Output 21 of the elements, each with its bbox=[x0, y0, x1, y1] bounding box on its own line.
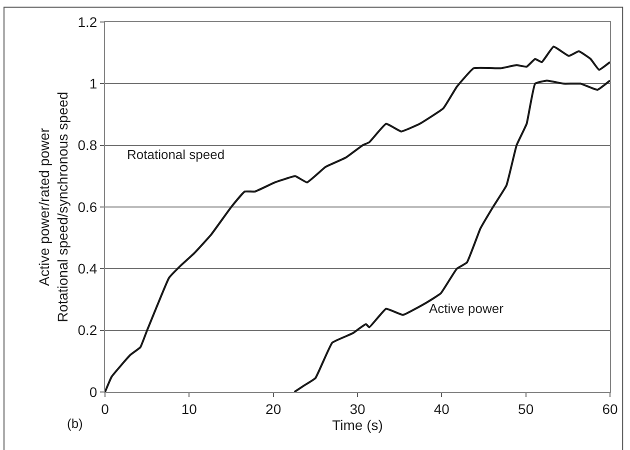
y-tick-label: 1.2 bbox=[78, 14, 98, 30]
y-tick-label: 1 bbox=[89, 76, 98, 92]
line-series bbox=[293, 80, 610, 392]
x-tick-label: 0 bbox=[101, 400, 110, 417]
y-tick-label: 0.8 bbox=[78, 137, 98, 154]
y-tick-label: 0.2 bbox=[78, 322, 98, 338]
x-tick-label: 40 bbox=[434, 400, 450, 417]
text: Rotational speed bbox=[127, 147, 225, 162]
y-tick-label: 0.4 bbox=[78, 260, 98, 277]
y-tick-label: 0.6 bbox=[78, 198, 98, 215]
y-axis-title: Active power/rated power Rotational speed/synchronous speed bbox=[36, 92, 70, 322]
x-tick-label: 20 bbox=[266, 400, 282, 417]
x-tick-label: 30 bbox=[350, 400, 366, 417]
x-axis-title: Time (s) bbox=[332, 417, 383, 434]
x-tick-label: 10 bbox=[181, 400, 198, 417]
y-tick-label: 0 bbox=[89, 384, 98, 400]
series-label: Active power bbox=[429, 301, 504, 316]
x-tick-label: 60 bbox=[602, 400, 618, 417]
line-series bbox=[105, 46, 610, 392]
text: (b) bbox=[67, 416, 83, 431]
x-tick-label: 50 bbox=[518, 400, 534, 417]
